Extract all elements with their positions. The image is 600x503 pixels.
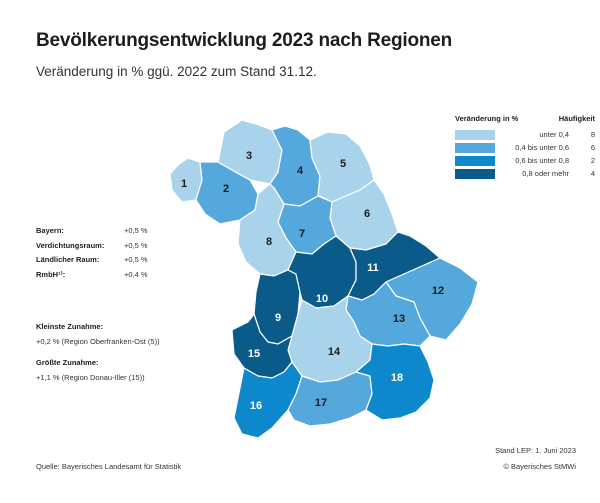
legend-count: 4: [590, 169, 595, 178]
stat-label: Verdichtungsraum:: [36, 240, 105, 250]
stat-row: RmbH¹⁾: +0,4 %: [36, 270, 148, 285]
page-subtitle: Veränderung in % ggü. 2022 zum Stand 31.…: [36, 64, 317, 79]
legend-label: 0,6 bis unter 0,8: [515, 156, 569, 165]
region-label-5: 5: [340, 158, 346, 170]
legend-label: 0,4 bis unter 0,6: [515, 143, 569, 152]
legend-swatch: [455, 155, 495, 166]
region-label-16: 16: [250, 400, 262, 412]
legend-swatch: [455, 129, 495, 140]
legend-label: unter 0,4: [539, 130, 569, 139]
smallest-increase: Kleinste Zunahme: +0,2 % (Region Oberfra…: [36, 322, 160, 346]
stat-label: Ländlicher Raum:: [36, 255, 100, 264]
legend-count: 6: [590, 143, 595, 152]
stat-row: Verdichtungsraum: +0,5 %: [36, 241, 148, 256]
region-label-9: 9: [275, 312, 281, 324]
region-label-12: 12: [432, 285, 444, 297]
region-label-3: 3: [246, 150, 252, 162]
region-label-2: 2: [223, 183, 229, 195]
legend-row: 0,8 oder mehr 4: [455, 167, 595, 180]
region-label-4: 4: [297, 165, 304, 177]
region-label-1: 1: [181, 178, 187, 190]
stat-row: Ländlicher Raum: +0,5 %: [36, 255, 148, 270]
legend-swatch: [455, 142, 495, 153]
stat-label: RmbH¹⁾:: [36, 269, 66, 279]
region-label-11: 11: [367, 262, 379, 274]
region-14[interactable]: 14: [287, 295, 373, 383]
region-label-14: 14: [328, 346, 341, 358]
region-label-7: 7: [299, 228, 305, 240]
stand-note: Stand LEP: 1. Juni 2023: [495, 446, 576, 455]
region-label-15: 15: [248, 348, 260, 360]
page-title: Bevölkerungsentwicklung 2023 nach Region…: [36, 30, 453, 51]
stat-label: Bayern:: [36, 226, 64, 235]
stat-value: +0,5 %: [124, 240, 148, 250]
summary-stats: Bayern: +0,5 % Verdichtungsraum: +0,5 % …: [36, 226, 148, 284]
legend: Veränderung in % Häufigkeit unter 0,4 8 …: [455, 114, 595, 180]
region-label-18: 18: [391, 372, 403, 384]
largest-increase: Größte Zunahme: +1,1 % (Region Donau-Ill…: [36, 358, 145, 382]
region-label-10: 10: [316, 293, 328, 305]
legend-swatch: [455, 168, 495, 179]
region-label-17: 17: [315, 397, 327, 409]
region-label-8: 8: [266, 236, 272, 248]
smallest-increase-heading: Kleinste Zunahme:: [36, 322, 104, 331]
stat-value: +0,5 %: [124, 226, 148, 235]
legend-row: unter 0,4 8: [455, 128, 595, 141]
legend-row: 0,4 bis unter 0,6 6: [455, 141, 595, 154]
region-8[interactable]: 8: [237, 183, 297, 277]
legend-header-count: Häufigkeit: [558, 114, 595, 123]
stat-value: +0,5 %: [124, 255, 148, 264]
smallest-increase-detail: +0,2 % (Region Oberfranken-Ost (5)): [36, 337, 160, 346]
region-17[interactable]: 17: [287, 371, 373, 427]
legend-count: 2: [590, 156, 595, 165]
legend-row: 0,6 bis unter 0,8 2: [455, 154, 595, 167]
copyright-note: © Bayerisches StMWi: [503, 462, 576, 471]
largest-increase-heading: Größte Zunahme:: [36, 358, 99, 367]
legend-label: 0,8 oder mehr: [522, 169, 569, 178]
stat-row: Bayern: +0,5 %: [36, 226, 148, 241]
region-label-13: 13: [393, 313, 405, 325]
stat-value: +0,4 %: [124, 269, 148, 279]
region-18[interactable]: 18: [355, 343, 435, 421]
region-label-6: 6: [364, 208, 370, 220]
bavaria-region-map: 1 2 3 4 5 6 7 8 9 10 11 12: [169, 119, 479, 439]
source-note: Quelle: Bayerisches Landesamt für Statis…: [36, 462, 182, 471]
legend-header-label: Veränderung in %: [455, 114, 519, 123]
legend-count: 8: [590, 130, 595, 139]
largest-increase-detail: +1,1 % (Region Donau-Iller (15)): [36, 373, 145, 382]
